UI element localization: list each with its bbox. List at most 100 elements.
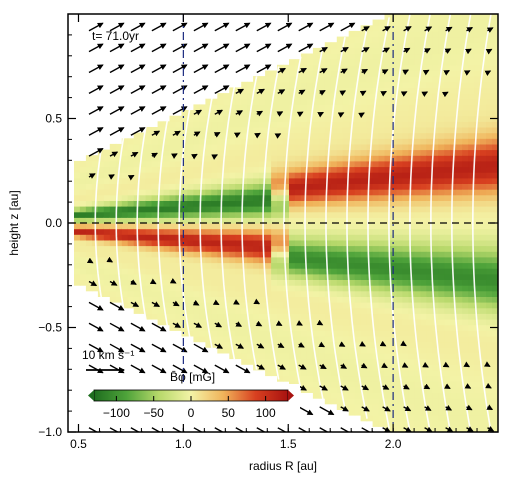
heatmap-cell (378, 25, 386, 32)
heatmap-cell (408, 206, 415, 213)
heatmap-cell (384, 324, 392, 331)
heatmap-cell (121, 273, 129, 280)
heatmap-cell (342, 330, 350, 337)
heatmap-cell (384, 352, 392, 360)
heatmap-cell (384, 110, 392, 117)
heatmap-cell (253, 256, 260, 264)
heatmap-cell (241, 296, 248, 303)
heatmap-cell (390, 211, 398, 218)
heatmap-cell (211, 115, 218, 122)
velocity-arrow (319, 89, 326, 96)
heatmap-cell (450, 64, 457, 71)
heatmap-cell (151, 149, 159, 156)
heatmap-cell (408, 223, 415, 230)
heatmap-cell (450, 206, 457, 213)
heatmap-cell (163, 206, 171, 213)
heatmap-cell (372, 262, 380, 269)
heatmap-cell (283, 251, 290, 258)
velocity-arrow (235, 321, 243, 327)
heatmap-cell (426, 127, 433, 134)
heatmap-cell (462, 64, 469, 71)
heatmap-cell (289, 245, 296, 252)
heatmap-cell (211, 245, 218, 252)
heatmap-cell (181, 245, 189, 252)
heatmap-cell (312, 369, 320, 377)
heatmap-cell (175, 166, 183, 173)
heatmap-cell (277, 160, 284, 168)
heatmap-cell (372, 189, 380, 196)
heatmap-cell (342, 104, 350, 111)
heatmap-cell (492, 347, 498, 354)
velocity-arrow (193, 364, 209, 374)
heatmap-cell (277, 155, 284, 162)
heatmap-cell (408, 296, 415, 303)
heatmap-cell (492, 364, 498, 371)
heatmap-cell (223, 256, 230, 264)
heatmap-cell (402, 121, 409, 128)
heatmap-cell (139, 155, 147, 162)
heatmap-cell (348, 189, 356, 196)
heatmap-cell (253, 268, 260, 275)
heatmap-cell (145, 268, 153, 275)
colorbar-tick-label: −50 (144, 406, 165, 420)
heatmap-cell (247, 273, 254, 280)
heatmap-cell (450, 409, 457, 416)
heatmap-cell (390, 251, 398, 258)
heatmap-cell (372, 19, 380, 26)
heatmap-cell (402, 251, 409, 258)
heatmap-cell (474, 138, 481, 145)
heatmap-cell (324, 206, 332, 213)
heatmap-cell (462, 302, 469, 309)
heatmap-cell (402, 115, 409, 122)
heatmap-cell (300, 64, 308, 71)
heatmap-cell (312, 245, 320, 252)
heatmap-cell (289, 177, 296, 184)
heatmap-cell (468, 70, 475, 77)
heatmap-cell (330, 70, 338, 77)
velocity-arrow (106, 256, 114, 263)
heatmap-cell (318, 166, 326, 173)
heatmap-cell (468, 189, 475, 196)
heatmap-cell (390, 70, 398, 77)
heatmap-cell (342, 217, 350, 224)
heatmap-cell (480, 369, 487, 377)
heatmap-cell (366, 110, 374, 117)
heatmap-cell (336, 76, 344, 83)
heatmap-cell (205, 273, 212, 280)
heatmap-cell (396, 347, 404, 354)
heatmap-cell (480, 262, 487, 269)
heatmap-cell (348, 262, 356, 269)
heatmap-cell (336, 347, 344, 354)
velocity-arrow (296, 111, 304, 118)
heatmap-cell (247, 296, 254, 303)
heatmap-cell (414, 115, 421, 122)
heatmap-cell (193, 290, 200, 297)
heatmap-cell (438, 268, 445, 275)
heatmap-cell (366, 132, 374, 139)
heatmap-cell (229, 121, 236, 128)
heatmap-cell (187, 217, 194, 224)
heatmap-cell (74, 172, 81, 179)
heatmap-cell (492, 121, 498, 128)
heatmap-cell (372, 313, 380, 320)
heatmap-cell (342, 81, 350, 88)
heatmap-cell (402, 76, 409, 83)
heatmap-cell (474, 285, 481, 292)
heatmap-cell (420, 375, 427, 382)
heatmap-cell (444, 42, 451, 49)
heatmap-cell (372, 138, 380, 145)
heatmap-cell (372, 149, 380, 156)
velocity-arrow (465, 404, 473, 411)
heatmap-cell (139, 290, 147, 297)
heatmap-cell (492, 53, 498, 60)
heatmap-cell (372, 132, 380, 139)
heatmap-cell (283, 194, 290, 201)
heatmap-cell (456, 127, 463, 134)
heatmap-cell (121, 279, 129, 286)
heatmap-cell (480, 81, 487, 88)
heatmap-cell (283, 307, 290, 314)
heatmap-cell (462, 93, 469, 100)
heatmap-cell (330, 330, 338, 337)
heatmap-cell (450, 369, 457, 377)
velocity-arrow (88, 364, 104, 374)
